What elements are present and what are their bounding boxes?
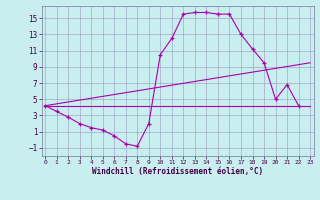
X-axis label: Windchill (Refroidissement éolien,°C): Windchill (Refroidissement éolien,°C) xyxy=(92,167,263,176)
